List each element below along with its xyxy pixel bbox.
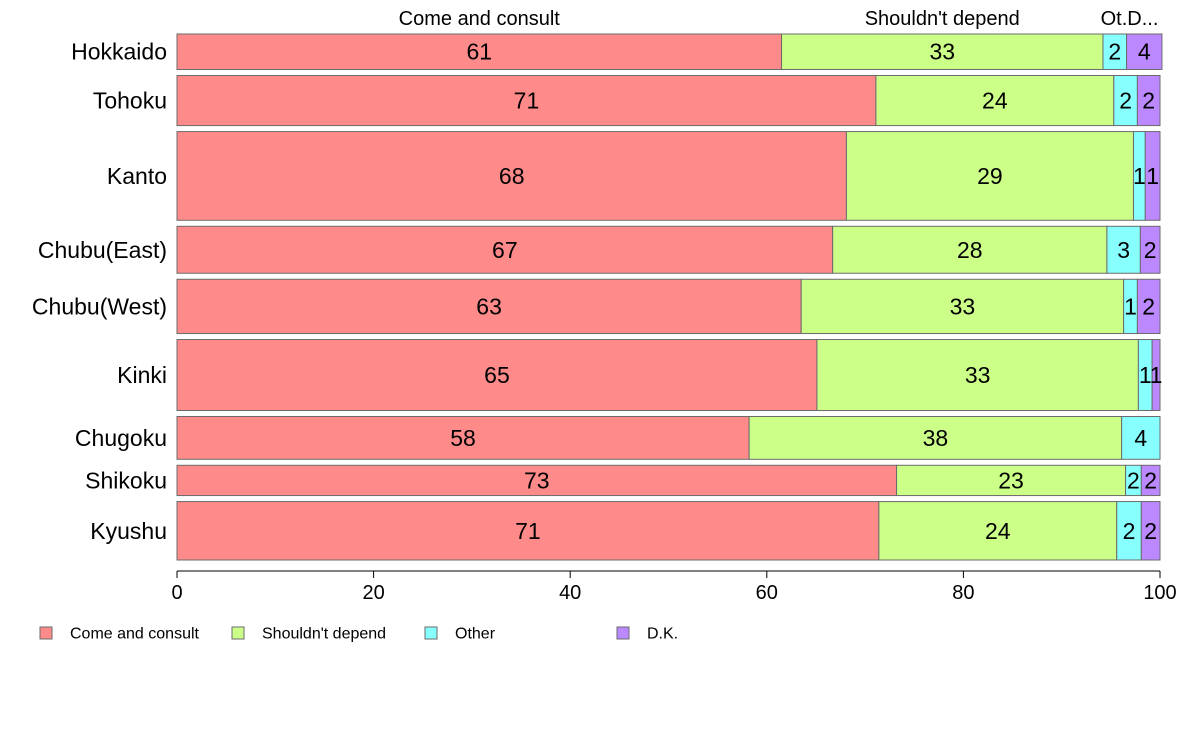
bar-segment — [176, 74, 877, 127]
legend-swatch — [616, 626, 630, 640]
bar-segment — [1136, 74, 1161, 127]
legend-label: Come and consult — [70, 626, 200, 643]
bar-segment — [845, 131, 1134, 221]
bar-segment — [748, 415, 1123, 460]
data-label: 28 — [957, 237, 983, 263]
bar-segment — [176, 464, 898, 497]
category-label: Tohoku — [93, 88, 167, 114]
data-label: 1 — [1124, 293, 1137, 319]
data-label: 68 — [499, 163, 525, 189]
bar-segment — [832, 225, 1108, 274]
data-label: 1 — [1139, 362, 1152, 388]
bar-segment — [1140, 464, 1161, 497]
data-label: 2 — [1123, 518, 1136, 544]
category-labels: Hokkaido Tohoku Kanto Chubu(East) Chubu(West… — [32, 39, 167, 544]
data-label: 38 — [923, 425, 949, 451]
data-label: 33 — [950, 293, 976, 319]
legend-label: Other — [455, 626, 496, 643]
x-tick-label: 80 — [952, 582, 974, 604]
bar-segment — [1126, 33, 1163, 70]
data-label: 2 — [1108, 39, 1121, 65]
data-label: 29 — [977, 163, 1003, 189]
data-label: 24 — [985, 518, 1011, 544]
category-label: Kinki — [117, 362, 167, 388]
legend-swatch — [424, 626, 438, 640]
bar-segment — [1136, 278, 1161, 335]
category-label: Kanto — [107, 163, 167, 189]
data-label: 23 — [998, 467, 1024, 493]
bar-segment — [176, 278, 802, 335]
data-label: 33 — [965, 362, 991, 388]
data-label: 67 — [492, 237, 518, 263]
data-label: 71 — [514, 88, 540, 114]
data-label: 2 — [1127, 467, 1140, 493]
bar-segment — [176, 131, 847, 221]
bar-segment — [1144, 131, 1161, 221]
legend-swatch — [231, 626, 245, 640]
data-label: 1 — [1146, 163, 1159, 189]
x-tick-label: 20 — [362, 582, 384, 604]
x-tick-label: 100 — [1143, 582, 1176, 604]
category-label: Chugoku — [75, 425, 167, 451]
category-label: Hokkaido — [71, 39, 167, 65]
column-headers: Come and consult Shouldn't depend Ot.D... — [399, 8, 1159, 30]
data-label: 2 — [1144, 237, 1157, 263]
bar-segment — [875, 74, 1115, 127]
bar-segment — [176, 225, 834, 274]
data-label: 4 — [1134, 425, 1147, 451]
bar-segment — [896, 464, 1127, 497]
data-label: 4 — [1138, 39, 1151, 65]
bar-segment — [800, 278, 1125, 335]
bar-segment — [1151, 339, 1161, 411]
x-tick-label: 0 — [171, 582, 182, 604]
bar-segment — [1121, 415, 1161, 460]
data-label: 1 — [1150, 362, 1163, 388]
data-label: 71 — [515, 518, 541, 544]
data-label: 2 — [1142, 293, 1155, 319]
legend: Come and consult Shouldn't depend Other D.K… — [39, 626, 678, 643]
legend-label: D.K. — [647, 626, 678, 643]
bar-segment — [176, 33, 783, 70]
data-label: 1 — [1133, 163, 1146, 189]
legend-label: Shouldn't depend — [262, 626, 386, 643]
data-label: 2 — [1142, 88, 1155, 114]
category-label: Kyushu — [90, 518, 167, 544]
data-label: 3 — [1117, 237, 1130, 263]
column-header: Ot.D... — [1101, 8, 1159, 30]
data-label: 61 — [466, 39, 492, 65]
data-label: 73 — [524, 467, 550, 493]
x-tick-label: 60 — [756, 582, 778, 604]
bar-segment — [1139, 225, 1161, 274]
category-label: Chubu(East) — [38, 237, 167, 263]
category-label: Shikoku — [85, 467, 167, 493]
bar-segment — [176, 339, 818, 411]
data-label: 24 — [982, 88, 1008, 114]
column-header: Come and consult — [399, 8, 561, 30]
data-label: 2 — [1144, 518, 1157, 544]
x-axis: 0 20 40 60 80 100 — [171, 570, 1177, 604]
x-tick-label: 40 — [559, 582, 581, 604]
data-label: 58 — [450, 425, 476, 451]
data-label: 65 — [484, 362, 510, 388]
legend-swatch — [39, 626, 53, 640]
data-label: 2 — [1119, 88, 1132, 114]
bar-segment — [781, 33, 1104, 70]
category-label: Chubu(West) — [32, 293, 167, 319]
bar-segment — [176, 415, 750, 460]
bar-segment — [878, 501, 1118, 561]
bar-segment — [1140, 501, 1161, 561]
bar-segment — [176, 501, 880, 561]
data-label: 63 — [476, 293, 502, 319]
data-label: 2 — [1144, 467, 1157, 493]
column-header: Shouldn't depend — [865, 8, 1020, 30]
data-label: 33 — [929, 39, 955, 65]
bar-segment — [816, 339, 1139, 411]
